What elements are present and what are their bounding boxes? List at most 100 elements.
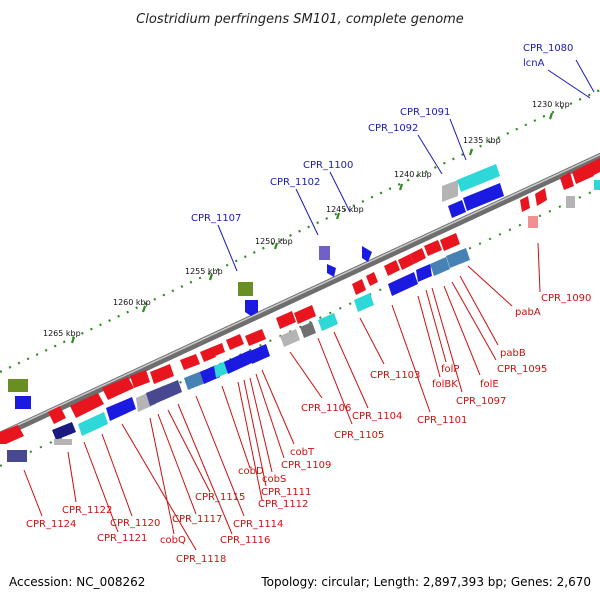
gene-label: CPR_1100	[303, 160, 353, 171]
leader-line	[261, 369, 295, 445]
gene-label: CPR_1115	[195, 492, 245, 503]
gene-label: CPR_1080	[523, 43, 573, 54]
leader-line	[449, 118, 467, 161]
gene-red	[180, 354, 200, 370]
gene-label: CPR_1107	[191, 213, 241, 224]
leader-line	[295, 188, 319, 236]
scale-label: 1255 kbp	[185, 267, 223, 276]
gene-cpr-1090	[528, 216, 538, 228]
leader-line	[537, 242, 541, 293]
tick-1245	[335, 212, 341, 220]
leader-line	[451, 281, 497, 361]
gene-cpr-1124-inner	[7, 450, 27, 462]
gene-red	[200, 347, 216, 362]
gene-red	[366, 272, 378, 286]
scale-label: 1265 kbp	[43, 329, 81, 338]
leader-line	[177, 403, 233, 535]
leader-line	[149, 417, 175, 535]
leader-line	[443, 285, 481, 376]
gene-label: CPR_1117	[172, 514, 222, 525]
gene-label: CPR_1104	[352, 411, 402, 422]
gene-cobD	[224, 350, 254, 374]
gene-red	[440, 233, 460, 251]
leader-line	[237, 381, 263, 501]
gene-gray	[280, 329, 300, 347]
gene-label: CPR_1091	[400, 107, 450, 118]
gene-label: cobQ	[160, 535, 186, 546]
leader-line	[67, 451, 77, 503]
leader-line	[417, 295, 441, 378]
gene-label: folE	[480, 379, 499, 390]
scale-label: 1240 kbp	[394, 170, 432, 179]
gene-red	[588, 158, 600, 176]
gene-cpr-1118	[102, 377, 134, 400]
accession-text: Accession: NC_008262	[9, 575, 145, 589]
genes-forward-outer	[8, 158, 600, 409]
scale-label: 1230 kbp	[532, 100, 570, 109]
scale-track	[0, 89, 600, 373]
leader-line	[431, 287, 463, 393]
leader-line	[101, 433, 133, 517]
gene-label: folP	[441, 364, 459, 375]
leader-line	[217, 224, 238, 272]
gene-cpr-1111	[248, 344, 270, 364]
leader-line	[417, 134, 443, 175]
gene-label: cobS	[262, 474, 286, 485]
gene-label: cobD	[238, 466, 264, 477]
labels-below: CPR_1090 pabA pabB CPR_1095 folE CPR_109…	[26, 293, 591, 565]
gene-label: CPR_1109	[281, 460, 331, 471]
gene-cpr-1124	[0, 425, 24, 444]
leader-line	[255, 373, 285, 459]
gene-cobT	[245, 329, 266, 346]
leader-line	[167, 409, 211, 493]
gene-cpr-1107	[238, 282, 253, 296]
gene-label: lcnA	[523, 58, 545, 69]
backbone-line	[0, 152, 600, 440]
gene-blue	[106, 397, 136, 421]
backbone	[0, 152, 600, 440]
gene-gray	[54, 439, 72, 445]
leader-line	[425, 289, 447, 363]
gene-red	[130, 370, 150, 388]
gene-red	[410, 248, 426, 264]
gene-label: CPR_1106	[301, 403, 351, 414]
map-title: Clostridium perfringens SM101, complete …	[136, 12, 464, 27]
tick-1265	[70, 336, 76, 344]
leader-line	[243, 379, 267, 487]
tick-1255	[208, 273, 214, 281]
scale-label: 1260 kbp	[113, 298, 151, 307]
gene-label: CPR_1114	[233, 519, 283, 530]
gene-label: CPR_1116	[220, 535, 270, 546]
tick-1240	[398, 183, 404, 191]
leader-lines-below	[23, 242, 541, 551]
gene-cpr-1104	[318, 313, 338, 331]
gene-gray	[442, 180, 458, 202]
gene-cpr-1117	[146, 380, 182, 406]
gene-label: CPR_1121	[97, 533, 147, 544]
leader-line	[121, 423, 197, 551]
gene-label: CPR_1122	[62, 505, 112, 516]
gene-label: CPR_1092	[368, 123, 418, 134]
scale-label: 1235 kbp	[463, 136, 501, 145]
gene-label: CPR_1118	[176, 554, 226, 565]
gene-red	[520, 196, 530, 212]
genes-reverse-inner	[0, 233, 470, 462]
scale-labels: 1230 kbp 1235 kbp 1240 kbp 1245 kbp 1250…	[43, 100, 570, 338]
leader-line	[221, 385, 251, 469]
gene-cyan	[354, 293, 374, 312]
gene-label: CPR_1101	[417, 415, 467, 426]
gene-label: CPR_1095	[497, 364, 547, 375]
gene-label: CPR_1111	[261, 487, 311, 498]
labels-above: CPR_1080 lcnA CPR_1091 CPR_1092 CPR_1100…	[191, 43, 595, 272]
gene-label: cobT	[290, 447, 315, 458]
leader-line	[547, 69, 591, 99]
gene-cyan	[594, 180, 600, 190]
gene-blue	[245, 300, 258, 316]
gene-blue	[448, 200, 466, 218]
gene-cpr-1100	[362, 246, 372, 262]
leader-line	[83, 441, 119, 533]
gene-folP	[416, 264, 432, 282]
gene-label: CPR_1124	[26, 519, 76, 530]
gene-cpr-1091	[457, 164, 500, 192]
leader-line	[195, 395, 245, 517]
